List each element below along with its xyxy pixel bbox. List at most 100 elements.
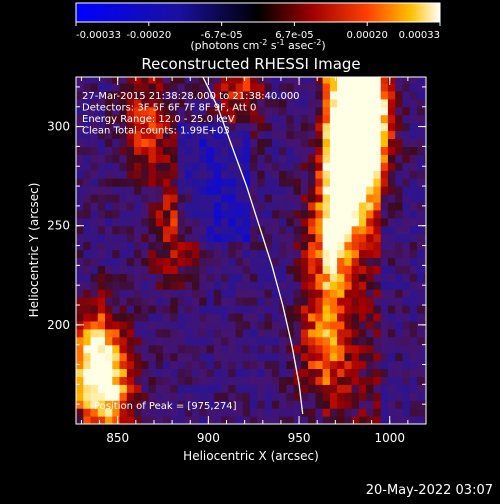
heatmap-cell (177, 209, 186, 219)
heatmap-cell (387, 77, 396, 84)
heatmap-cell (119, 257, 128, 266)
heatmap-cell (184, 154, 193, 163)
heatmap-cell (112, 384, 121, 393)
heatmap-cell (148, 384, 157, 393)
heatmap-cell (257, 162, 266, 171)
heatmap-cell (163, 162, 171, 171)
heatmap-cell (206, 360, 215, 369)
heatmap-cell (221, 328, 229, 338)
heatmap-cell (235, 106, 244, 116)
heatmap-cell (83, 186, 92, 195)
chart-title: Reconstructed RHESSI Image (141, 55, 360, 73)
heatmap-cell (315, 154, 324, 163)
heatmap-cell (105, 265, 113, 274)
heatmap-cell (119, 114, 128, 124)
heatmap-cell (155, 130, 164, 139)
heatmap-cell (213, 225, 222, 235)
heatmap-cell (112, 313, 121, 322)
heatmap-cell (387, 265, 396, 274)
heatmap-cell (315, 336, 324, 346)
heatmap-cell (337, 225, 345, 235)
heatmap-cell (373, 209, 382, 219)
heatmap-cell (416, 170, 425, 179)
heatmap-cell (235, 209, 244, 219)
heatmap-cell (97, 360, 106, 369)
heatmap-cell (395, 265, 404, 274)
heatmap-cell (250, 368, 258, 377)
heatmap-cell (395, 209, 404, 219)
heatmap-cell (373, 201, 382, 211)
heatmap-cell (293, 138, 302, 147)
heatmap-cell (351, 186, 360, 195)
heatmap-cell (235, 138, 244, 147)
heatmap-cell (242, 368, 251, 377)
heatmap-cell (402, 217, 411, 227)
heatmap-cell (279, 154, 287, 163)
heatmap-cell (250, 186, 258, 195)
heatmap-cell (279, 130, 287, 139)
heatmap-cell (315, 82, 324, 92)
heatmap-cell (373, 408, 382, 417)
heatmap-cell (170, 257, 179, 266)
heatmap-cell (170, 233, 179, 243)
heatmap-cell (221, 392, 229, 401)
heatmap-cell (300, 194, 309, 203)
heatmap-cell (184, 98, 193, 108)
heatmap-cell (264, 170, 273, 179)
heatmap-cell (322, 77, 331, 84)
heatmap-cell (358, 122, 367, 132)
heatmap-cell (351, 336, 360, 346)
heatmap-cell (308, 376, 316, 385)
heatmap-cell (76, 186, 84, 195)
heatmap-cell (126, 360, 135, 369)
heatmap-cell (373, 130, 382, 139)
heatmap-cell (337, 400, 345, 409)
heatmap-cell (242, 384, 251, 393)
heatmap-cell (170, 114, 179, 124)
heatmap-cell (148, 265, 157, 274)
heatmap-cell (199, 328, 208, 338)
heatmap-cell (308, 273, 316, 282)
heatmap-cell (184, 384, 193, 393)
heatmap-cell (221, 408, 229, 417)
heatmap-cell (250, 194, 258, 203)
heatmap-cell (257, 146, 266, 155)
heatmap-cell (329, 194, 338, 203)
x-tick-label: 850 (106, 431, 129, 445)
heatmap-cell (380, 328, 389, 338)
heatmap-cell (235, 194, 244, 203)
heatmap-cell (264, 281, 273, 290)
heatmap-cell (337, 178, 345, 187)
heatmap-cell (250, 217, 258, 227)
heatmap-cell (148, 360, 157, 369)
heatmap-cell (337, 201, 345, 211)
heatmap-cell (264, 201, 273, 211)
heatmap-cell (402, 209, 411, 219)
heatmap-cell (337, 217, 345, 227)
heatmap-cell (337, 273, 345, 282)
heatmap-cell (83, 392, 92, 401)
heatmap-cell (387, 392, 396, 401)
heatmap-cell (213, 328, 222, 338)
heatmap-cell (344, 225, 353, 235)
heatmap-cell (351, 384, 360, 393)
heatmap-cell (322, 233, 331, 243)
heatmap-cell (337, 241, 345, 251)
heatmap-cell (199, 186, 208, 195)
heatmap-cell (221, 170, 229, 179)
heatmap-cell (380, 178, 389, 187)
heatmap-cell (163, 201, 171, 211)
heatmap-cell (155, 209, 164, 219)
heatmap-cell (228, 154, 237, 163)
heatmap-cell (76, 384, 84, 393)
heatmap-cell (105, 368, 113, 377)
heatmap-cell (322, 257, 331, 266)
heatmap-cell (177, 82, 186, 92)
heatmap-cell (395, 360, 404, 369)
heatmap-cell (126, 368, 135, 377)
heatmap-cell (315, 368, 324, 377)
heatmap-cell (206, 384, 215, 393)
heatmap-cell (286, 233, 295, 243)
heatmap-cell (228, 249, 237, 258)
